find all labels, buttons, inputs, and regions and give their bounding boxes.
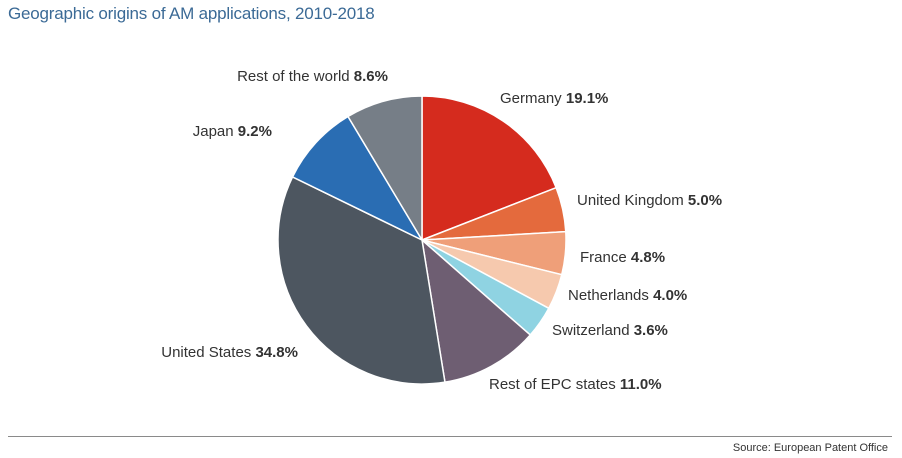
slice-label-switzerland: Switzerland 3.6% [552, 322, 668, 339]
pie-slice-rest-of-epc-states [420, 238, 532, 384]
slice-value: 11.0% [620, 376, 662, 393]
slice-value: 4.0% [653, 287, 687, 304]
slice-name: Germany [500, 90, 566, 107]
slice-name: Netherlands [568, 287, 653, 304]
slice-label-united-kingdom: United Kingdom 5.0% [577, 192, 722, 209]
slice-label-france: France 4.8% [580, 249, 665, 266]
source-note: Source: European Patent Office [732, 442, 888, 454]
slice-label-japan: Japan 9.2% [193, 123, 272, 140]
divider-line [8, 436, 892, 437]
slice-value: 3.6% [634, 322, 668, 339]
slice-value: 4.8% [631, 249, 665, 266]
pie-chart: Germany 19.1% United Kingdom 5.0% France 4… [161, 68, 722, 393]
slice-name: Switzerland [552, 322, 634, 339]
slice-value: 19.1% [566, 90, 609, 107]
slice-label-netherlands: Netherlands 4.0% [568, 287, 687, 304]
slice-name: Rest of EPC states [489, 376, 620, 393]
slice-name: France [580, 249, 631, 266]
pie-slice-japan [291, 115, 424, 242]
chart-title: Geographic origins of AM applications, 2… [8, 4, 375, 23]
pie-slice-united-states [277, 175, 446, 385]
slice-label-rest-of-epc-states: Rest of EPC states 11.0% [489, 376, 662, 393]
slice-label-united-states: United States 34.8% [161, 344, 298, 361]
pie-slice-germany [421, 95, 558, 242]
slice-name: United Kingdom [577, 192, 688, 209]
slice-value: 5.0% [688, 192, 722, 209]
slice-label-germany: Germany 19.1% [500, 90, 608, 107]
pie-slice-rest-of-the-world [346, 95, 423, 243]
slice-value: 9.2% [238, 123, 272, 140]
slice-value: 8.6% [354, 68, 388, 85]
slice-name: United States [161, 344, 255, 361]
slice-name: Japan [193, 123, 238, 140]
slice-name: Rest of the world [237, 68, 354, 85]
slice-label-rest-of-the-world: Rest of the world 8.6% [237, 68, 388, 85]
slice-value: 34.8% [255, 344, 298, 361]
